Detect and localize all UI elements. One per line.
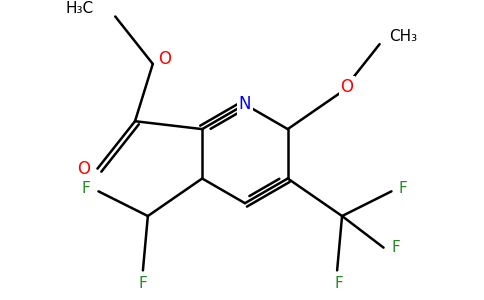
Text: F: F [138,276,147,291]
Text: O: O [158,50,171,68]
Text: F: F [81,181,90,196]
Text: O: O [77,160,90,178]
Text: O: O [341,78,353,96]
Text: N: N [239,95,251,113]
Text: H₃C: H₃C [65,1,93,16]
Text: CH₃: CH₃ [390,29,418,44]
Text: F: F [391,240,400,255]
Text: F: F [399,181,408,196]
Text: F: F [335,276,344,291]
